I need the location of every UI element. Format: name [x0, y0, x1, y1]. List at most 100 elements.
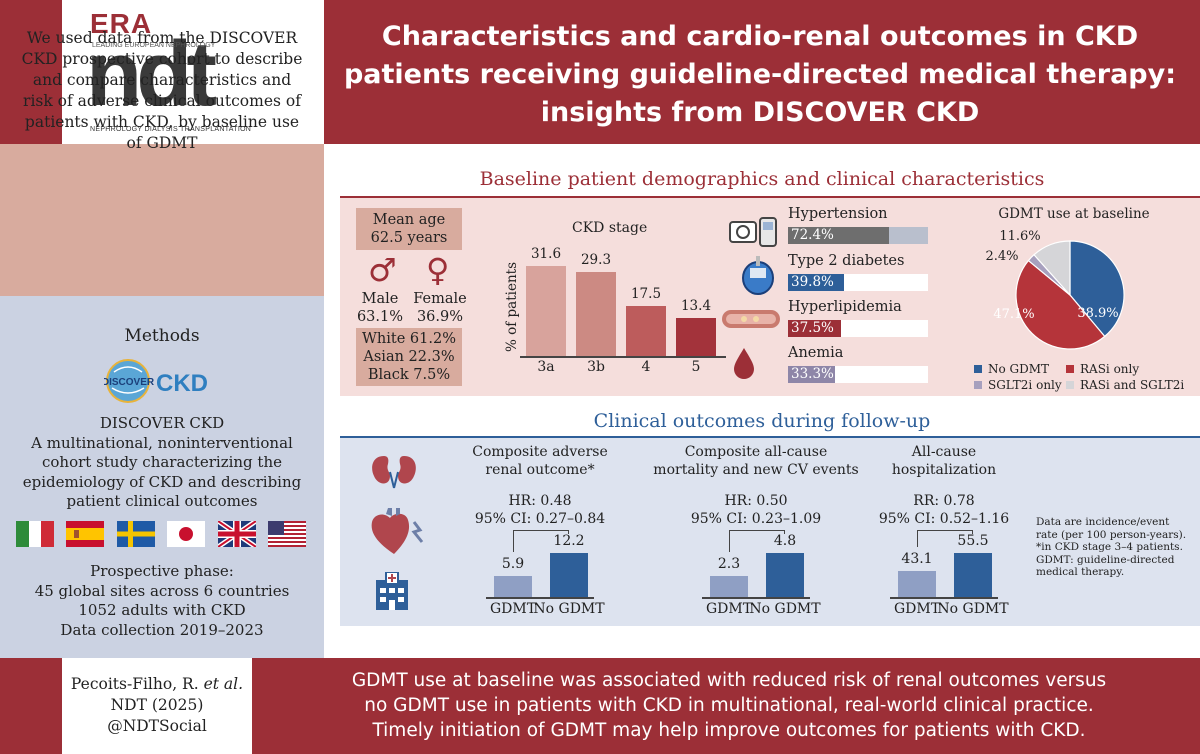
footnote-line: rate (per 100 person-years).: [1036, 528, 1187, 541]
prospective-phase: Prospective phase: 45 global sites acros…: [8, 562, 316, 640]
condition-name: Type 2 diabetes: [788, 253, 905, 269]
outcomes-divider: [340, 436, 1200, 438]
outcome-stat-line: RR: 0.78: [913, 493, 975, 509]
condition-bar-fill: [788, 227, 890, 244]
gdmt-value: 2.3: [717, 555, 741, 572]
legend-swatch: [974, 365, 982, 373]
gdmt-value: 5.9: [501, 555, 525, 572]
usa-flag-icon: [267, 521, 306, 547]
intro-line: We used data from the DISCOVER: [26, 29, 298, 47]
ckd-bar-label: 3a: [537, 359, 555, 375]
condition-value: 39.8%: [791, 274, 834, 290]
blood-pressure-icon: [728, 216, 780, 254]
legend-swatch: [974, 381, 982, 389]
social-handle-link[interactable]: @NDTSocial: [107, 717, 207, 735]
condition-name: Anemia: [788, 345, 844, 361]
prospective-line: Prospective phase:: [90, 562, 234, 580]
no-gdmt-bar: [766, 553, 804, 597]
race-white: White 61.2%: [362, 331, 456, 347]
pie-slice-label: 47.1%: [993, 307, 1035, 322]
condition-bar-remainder: [843, 274, 928, 291]
outcome-axis-line: [702, 597, 810, 599]
outcome-stat: HR: 0.50 95% CI: 0.23–1.09: [646, 492, 866, 528]
logo-era-subtitle: LEADING EUROPEAN NEPHROLOGY: [92, 42, 216, 49]
country-flags: [16, 521, 306, 547]
legend-label: No GDMT: [988, 362, 1050, 376]
methods-panel: [0, 296, 324, 658]
outcome-title: Composite all-cause mortality and new CV …: [646, 443, 866, 479]
condition-value: 33.3%: [791, 366, 834, 382]
uk-flag-icon: [217, 521, 256, 547]
condition-name: Hyperlipidemia: [788, 299, 902, 315]
outcome-stat: HR: 0.48 95% CI: 0.27–0.84: [430, 492, 650, 528]
ckd-bar: [576, 272, 616, 356]
outcomes-section-title: Clinical outcomes during follow-up: [593, 410, 931, 432]
race-stats: White 61.2% Asian 22.3% Black 7.5%: [356, 330, 462, 384]
male-icon: ♂: [368, 251, 397, 289]
outcome-stat-line: 95% CI: 0.52–1.16: [878, 511, 1010, 527]
citation: Pecoits-Filho, R. et al. NDT (2025) @NDT…: [62, 674, 252, 737]
outcome-title-line: mortality and new CV events: [653, 462, 859, 478]
outcome-stat-line: 95% CI: 0.23–1.09: [690, 511, 822, 527]
outcome-axis-line: [486, 597, 594, 599]
gdmt-category: GDMT: [489, 601, 537, 617]
logo-era-text: ERA: [90, 8, 153, 39]
bracket-left-leg: [729, 530, 730, 552]
ckd-chart-ylabel: % of patients: [504, 261, 520, 352]
logo-ndt-text: ndt: [86, 23, 217, 125]
heart-icon: [366, 508, 426, 562]
conclusion: GDMT use at baseline was associated with…: [264, 668, 1194, 743]
legend-label: RASi and SGLT2i: [1080, 378, 1185, 392]
condition-bar: 37.5%: [788, 320, 928, 337]
kidneys-icon: [370, 454, 418, 494]
legend-item: SGLT2i only: [974, 378, 1062, 392]
study-description: DISCOVER CKD A multinational, noninterve…: [8, 414, 316, 512]
gdmt-category: GDMT: [705, 601, 753, 617]
no-gdmt-category: No GDMT: [749, 601, 821, 617]
no-gdmt-bar: [954, 553, 992, 597]
legend-label: RASi only: [1080, 362, 1140, 376]
female-value: 36.9%: [416, 309, 464, 325]
condition-name: Hypertension: [788, 206, 888, 222]
title-line: patients receiving guideline-directed me…: [343, 59, 1177, 90]
race-black: Black 7.5%: [367, 367, 451, 383]
mean-age-value: 62.5 years: [370, 230, 448, 246]
citation-journal: NDT (2025): [110, 696, 204, 714]
citation-author: Pecoits-Filho, R.: [70, 675, 199, 693]
outcome-title: Composite adverse renal outcome*: [430, 443, 650, 479]
ckd-bar-label: 5: [691, 359, 701, 375]
conclusion-line: no GDMT use in patients with CKD in mult…: [364, 695, 1094, 716]
no-gdmt-value: 4.8: [773, 533, 797, 549]
mean-age-box: [356, 208, 462, 250]
ckd-bar-value: 31.6: [530, 245, 562, 262]
outcome-title-line: hospitalization: [891, 462, 997, 478]
male-label: Male: [361, 291, 399, 307]
study-line: DISCOVER CKD: [99, 414, 225, 432]
ckd-bar: [626, 306, 666, 356]
no-gdmt-value: 12.2: [553, 533, 585, 549]
footnote: Data are incidence/event rate (per 100 p…: [1036, 516, 1196, 579]
logo-ndt-subtitle: NEPHROLOGY DIALYSIS TRANSPLANTATION: [90, 126, 252, 133]
outcome-title-line: renal outcome*: [485, 462, 595, 478]
intro-line: of GDMT: [126, 134, 198, 152]
bracket-left-leg: [917, 530, 918, 547]
pie-slice-label: 11.6%: [999, 229, 1041, 244]
ckd-bar-value: 13.4: [680, 297, 712, 314]
condition-bar: 72.4%: [788, 227, 928, 244]
conclusion-line: Timely initiation of GDMT may help impro…: [372, 720, 1086, 741]
japan-flag-icon: [167, 521, 206, 547]
legend-item: No GDMT: [974, 362, 1049, 376]
sweden-flag-icon: [116, 521, 155, 547]
condition-bar-remainder: [834, 366, 928, 383]
citation-box: [62, 658, 252, 754]
study-line: A multinational, noninterventional: [31, 433, 293, 452]
journal-logo[interactable]: ndt ERA LEADING EUROPEAN NEPHROLOGY NEPH…: [62, 0, 324, 144]
no-gdmt-category: No GDMT: [533, 601, 605, 617]
ckd-bar-value: 29.3: [580, 252, 612, 269]
gdmt-value: 43.1: [901, 550, 933, 567]
gdmt-category: GDMT: [893, 601, 941, 617]
outcome-stat: RR: 0.78 95% CI: 0.52–1.16: [834, 492, 1054, 528]
condition-bar-fill: [788, 320, 841, 337]
ckd-bar-label: 4: [641, 359, 651, 375]
outcome-stat-line: 95% CI: 0.27–0.84: [474, 511, 606, 527]
